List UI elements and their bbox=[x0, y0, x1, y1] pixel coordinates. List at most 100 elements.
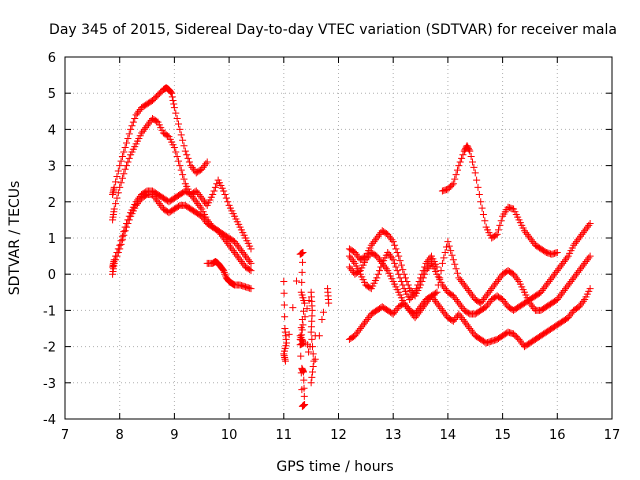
data-point bbox=[226, 243, 234, 251]
data-point bbox=[166, 87, 174, 95]
data-point bbox=[549, 272, 557, 280]
data-point bbox=[164, 132, 172, 140]
series-arc-7 bbox=[345, 238, 594, 318]
data-point bbox=[464, 286, 472, 294]
data-point bbox=[477, 299, 485, 307]
data-point bbox=[452, 265, 460, 273]
data-point bbox=[369, 239, 377, 247]
data-point bbox=[481, 294, 489, 302]
data-point bbox=[124, 220, 132, 228]
data-point bbox=[585, 254, 593, 262]
data-point bbox=[192, 198, 200, 206]
data-point bbox=[482, 303, 490, 311]
data-point bbox=[299, 248, 307, 256]
data-point bbox=[423, 297, 431, 305]
data-point bbox=[233, 252, 241, 260]
data-point bbox=[451, 294, 459, 302]
data-point bbox=[221, 270, 229, 278]
data-point bbox=[522, 229, 530, 237]
data-point bbox=[391, 241, 399, 249]
data-point bbox=[358, 323, 366, 331]
data-point bbox=[280, 289, 288, 297]
y-tick-label: 1 bbox=[48, 232, 56, 247]
data-point bbox=[221, 191, 229, 199]
data-point bbox=[556, 263, 564, 271]
data-point bbox=[352, 330, 360, 338]
data-point bbox=[449, 256, 457, 264]
data-point bbox=[411, 288, 419, 296]
data-point bbox=[211, 183, 219, 191]
data-point bbox=[388, 254, 396, 262]
data-point bbox=[557, 290, 565, 298]
data-point bbox=[425, 256, 433, 264]
data-point bbox=[460, 317, 468, 325]
data-point bbox=[289, 304, 297, 312]
data-point bbox=[187, 162, 195, 170]
data-point bbox=[386, 252, 394, 260]
data-point bbox=[210, 187, 218, 195]
data-point bbox=[121, 227, 129, 235]
data-point bbox=[412, 312, 420, 320]
data-point bbox=[112, 200, 120, 208]
data-point bbox=[488, 285, 496, 293]
data-point bbox=[412, 285, 420, 293]
data-point bbox=[237, 258, 245, 266]
data-point bbox=[516, 337, 524, 345]
data-point bbox=[455, 299, 463, 307]
data-point bbox=[499, 296, 507, 304]
data-point bbox=[462, 319, 470, 327]
data-point bbox=[194, 200, 202, 208]
data-point bbox=[559, 259, 567, 267]
series-scatter-gap bbox=[280, 248, 333, 410]
data-point bbox=[133, 109, 141, 117]
data-point bbox=[496, 221, 504, 229]
data-point bbox=[392, 245, 400, 253]
data-point bbox=[131, 115, 139, 123]
data-point bbox=[494, 276, 502, 284]
x-tick-label: 8 bbox=[116, 428, 124, 443]
data-point bbox=[419, 303, 427, 311]
data-point bbox=[244, 256, 252, 264]
y-axis-label: SDTVAR / TECUs bbox=[7, 181, 23, 296]
x-tick-label: 7 bbox=[61, 428, 69, 443]
data-point bbox=[397, 261, 405, 269]
data-point bbox=[132, 111, 140, 119]
data-point bbox=[392, 306, 400, 314]
data-point bbox=[299, 321, 307, 329]
data-point bbox=[494, 226, 502, 234]
data-point bbox=[309, 363, 317, 371]
series-arc-8 bbox=[345, 285, 594, 351]
data-point bbox=[121, 165, 129, 173]
data-point bbox=[429, 294, 437, 302]
data-point bbox=[466, 288, 474, 296]
data-point bbox=[393, 248, 401, 256]
data-point bbox=[113, 252, 121, 260]
data-point bbox=[385, 250, 393, 258]
data-point bbox=[202, 160, 210, 168]
data-point bbox=[308, 335, 316, 343]
y-tick-label: -4 bbox=[43, 413, 56, 428]
data-point bbox=[484, 290, 492, 298]
data-point bbox=[386, 234, 394, 242]
data-point bbox=[577, 301, 585, 309]
data-point bbox=[127, 125, 135, 133]
data-point bbox=[118, 236, 126, 244]
data-point bbox=[198, 212, 206, 220]
data-point bbox=[299, 258, 307, 266]
data-point bbox=[397, 277, 405, 285]
data-point bbox=[469, 292, 477, 300]
data-point bbox=[570, 274, 578, 282]
data-point bbox=[440, 254, 448, 262]
data-point bbox=[560, 286, 568, 294]
data-point bbox=[365, 314, 373, 322]
data-point bbox=[469, 328, 477, 336]
y-tick-label: 5 bbox=[48, 87, 56, 102]
data-point bbox=[448, 181, 456, 189]
data-point bbox=[222, 194, 230, 202]
data-point bbox=[125, 216, 133, 224]
data-point bbox=[220, 268, 228, 276]
series-arc-10 bbox=[438, 142, 561, 258]
data-point bbox=[501, 299, 509, 307]
data-point bbox=[421, 263, 429, 271]
data-point bbox=[236, 256, 244, 264]
